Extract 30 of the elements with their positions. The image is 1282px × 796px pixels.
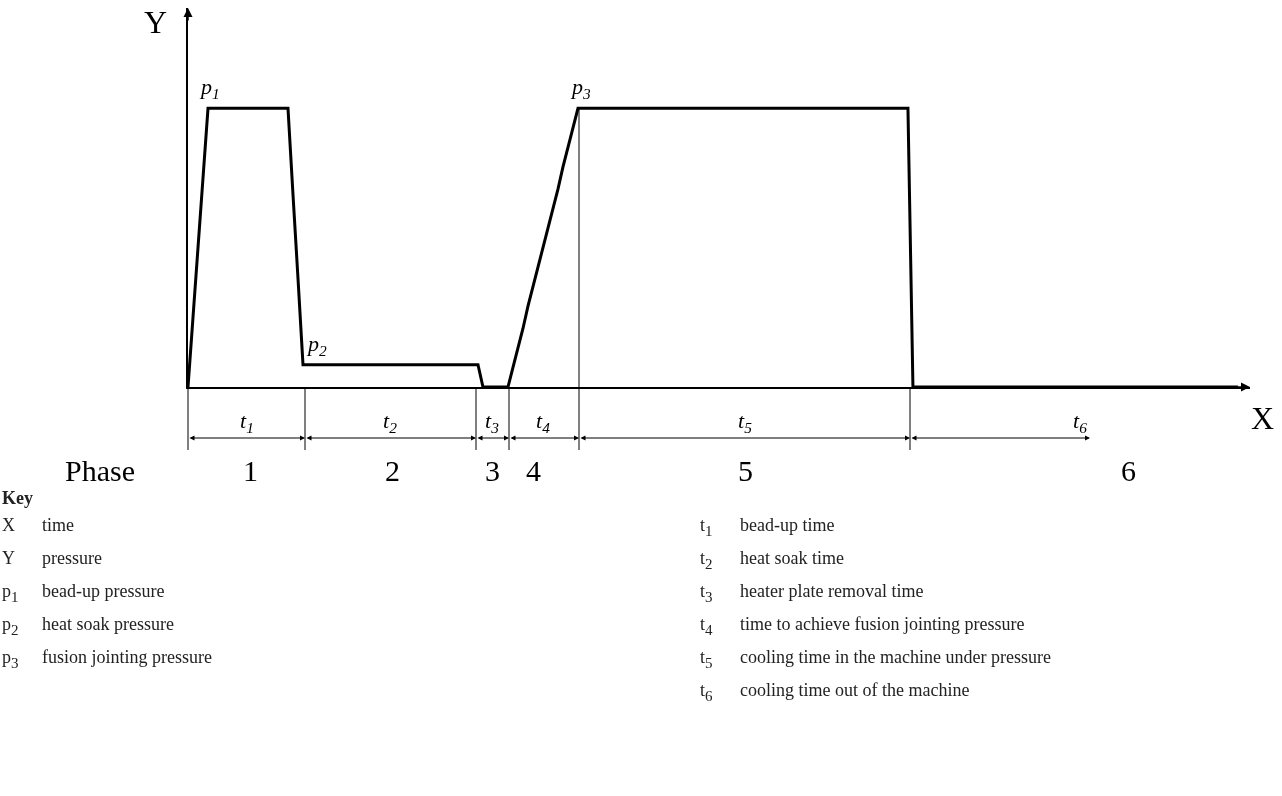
- text: 3: [485, 454, 500, 487]
- text: p$_{1}$ bead-up pressure: [2, 581, 165, 605]
- text: 2: [385, 454, 400, 487]
- x-axis-title: X: [1251, 400, 1275, 436]
- text: p$_{2}$ heat soak pressure: [2, 614, 174, 638]
- text: 4: [526, 454, 541, 487]
- text: t$_{6}$: [1073, 408, 1088, 436]
- text: t$_{3}$ heater plate removal time: [700, 581, 924, 605]
- annotation: p$_{2}$: [306, 331, 327, 359]
- text: Key: [2, 488, 33, 509]
- text: t$_{4}$: [536, 408, 551, 436]
- text: Y pressure: [2, 548, 102, 568]
- y-axis-title: Y: [144, 4, 168, 40]
- text: p$_{3}$: [570, 74, 591, 102]
- text: t$_{2}$ heat soak time: [700, 548, 844, 572]
- text: t$_{2}$: [383, 408, 398, 436]
- text: 5: [738, 454, 753, 487]
- text: t$_{1}$ bead-up time: [700, 515, 835, 539]
- text: p$_{3}$ fusion jointing pressure: [2, 647, 212, 671]
- text: t$_{4}$ time to achieve fusion jointing pressure: [700, 614, 1025, 638]
- text: 1: [243, 454, 258, 487]
- text: X time: [2, 515, 74, 535]
- text: t$_{6}$ cooling time out of the machine: [700, 680, 970, 704]
- text: t$_{3}$: [485, 408, 500, 436]
- text: 6: [1121, 454, 1136, 487]
- text: t$_{5}$: [738, 408, 753, 436]
- text: t$_{5}$ cooling time in the machine under pressure: [700, 647, 1051, 671]
- text: t$_{1}$: [240, 408, 254, 436]
- text: Phase: [65, 454, 135, 487]
- text: p$_{1}$: [199, 74, 220, 102]
